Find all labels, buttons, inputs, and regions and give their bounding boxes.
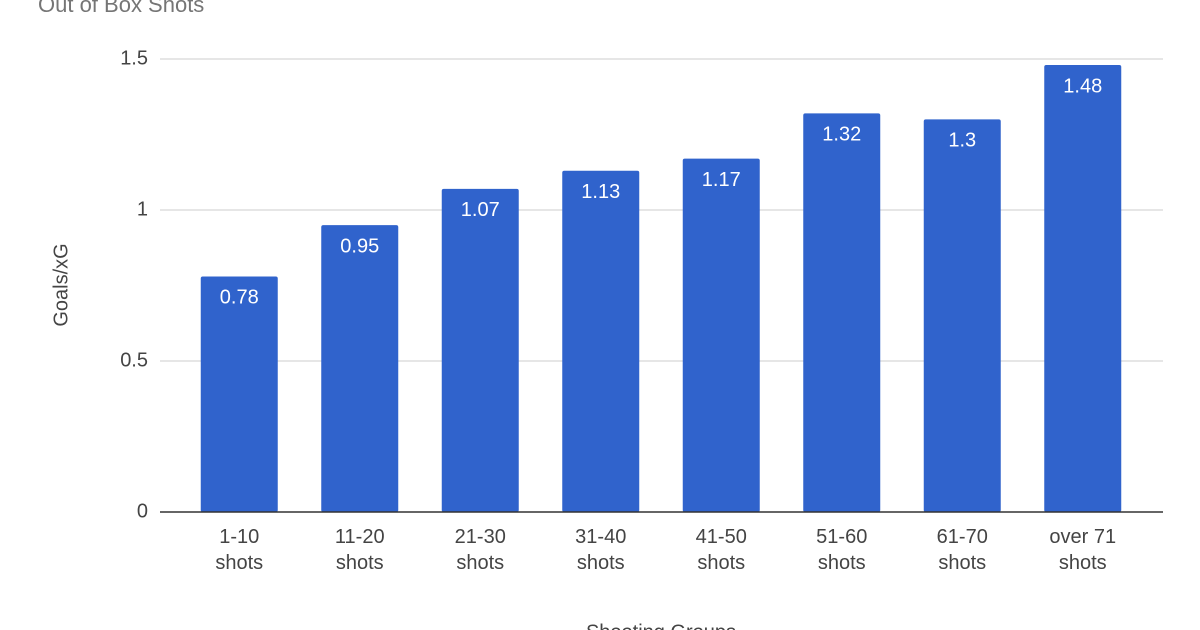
bar xyxy=(562,170,640,513)
x-tick-label: 21-30 shots xyxy=(454,526,506,574)
bar-value-label: 1.3 xyxy=(948,130,976,152)
y-tick-label: 1 xyxy=(137,198,148,220)
bar xyxy=(923,119,1001,513)
bar xyxy=(682,158,760,512)
bar xyxy=(441,188,519,513)
bar-value-label: 1.48 xyxy=(1063,75,1102,97)
bar xyxy=(803,113,881,513)
x-tick-label: 61-70 shots xyxy=(936,526,988,574)
x-tick-label: 41-50 shots xyxy=(695,526,747,574)
bar xyxy=(1044,65,1122,512)
y-tick-label: 0 xyxy=(137,500,148,522)
bar xyxy=(321,225,399,512)
x-tick-label: 1-10 shots xyxy=(215,526,264,574)
bar-value-label: 0.95 xyxy=(340,235,379,257)
bar-value-label: 0.78 xyxy=(220,287,259,309)
y-axis-title: Goals/xG xyxy=(50,243,72,326)
bar xyxy=(200,276,278,512)
x-tick-label: over 71 shots xyxy=(1049,526,1117,574)
bar-value-label: 1.32 xyxy=(822,124,861,146)
x-tick-label: 31-40 shots xyxy=(575,526,627,574)
x-tick-label: 51-60 shots xyxy=(816,526,868,574)
y-tick-label: 0.5 xyxy=(120,349,148,371)
x-tick-label: 11-20 shots xyxy=(334,526,385,574)
x-axis-title: Shooting Groups xyxy=(586,621,736,630)
chart-title: Out of Box Shots xyxy=(38,0,204,17)
y-tick-label: 1.5 xyxy=(120,47,148,69)
bar-value-label: 1.17 xyxy=(702,169,741,191)
bar-value-label: 1.07 xyxy=(461,199,500,221)
bar-value-label: 1.13 xyxy=(581,181,620,203)
